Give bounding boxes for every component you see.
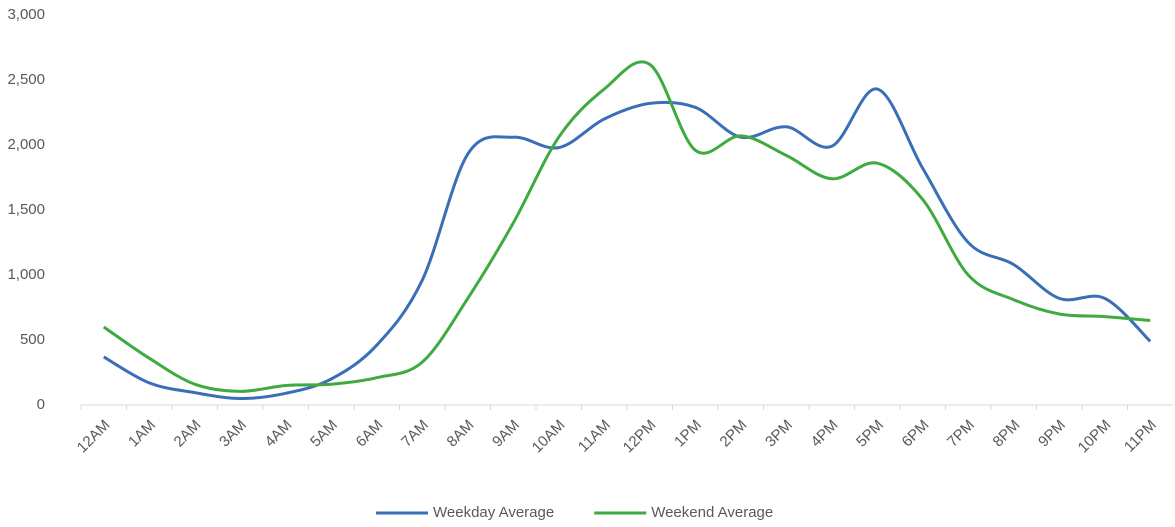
legend-label: Weekday Average xyxy=(433,504,554,521)
x-tick-label: 2AM xyxy=(171,417,205,451)
y-tick-label: 0 xyxy=(37,396,45,413)
x-tick-label: 4PM xyxy=(808,417,842,451)
y-tick-label: 3,000 xyxy=(7,6,45,23)
x-tick-label: 10PM xyxy=(1075,417,1115,457)
y-tick-label: 1,500 xyxy=(7,201,45,218)
x-tick-label: 1AM xyxy=(125,417,159,451)
y-tick-label: 2,000 xyxy=(7,136,45,153)
x-tick-label: 8PM xyxy=(990,417,1024,451)
x-tick-label: 7PM xyxy=(944,417,978,451)
x-tick-label: 6AM xyxy=(353,417,387,451)
x-tick-label: 2PM xyxy=(717,417,751,451)
x-tick-label: 9AM xyxy=(489,417,523,451)
x-tick-label: 8AM xyxy=(444,417,478,451)
x-tick-label: 5AM xyxy=(307,417,341,451)
x-tick-label: 9PM xyxy=(1035,417,1069,451)
x-tick-label: 11PM xyxy=(1121,417,1160,456)
line-series xyxy=(102,60,1151,393)
x-tick-label: 12AM xyxy=(74,417,114,457)
x-tick-label: 3PM xyxy=(762,417,796,451)
x-tick-label: 7AM xyxy=(398,417,432,451)
legend-label: Weekend Average xyxy=(651,504,773,521)
x-tick-label: 6PM xyxy=(899,417,933,451)
line-series xyxy=(102,87,1152,401)
y-tick-label: 2,500 xyxy=(7,71,45,88)
y-tick-label: 1,000 xyxy=(7,266,45,283)
y-tick-label: 500 xyxy=(20,331,45,348)
x-tick-label: 11AM xyxy=(575,417,614,456)
x-tick-label: 10AM xyxy=(529,417,569,457)
x-tick-label: 1PM xyxy=(671,417,705,451)
x-tick-label: 5PM xyxy=(853,417,887,451)
x-tick-label: 4AM xyxy=(262,417,296,451)
x-tick-label: 12PM xyxy=(620,417,660,457)
x-tick-label: 3AM xyxy=(216,417,250,451)
